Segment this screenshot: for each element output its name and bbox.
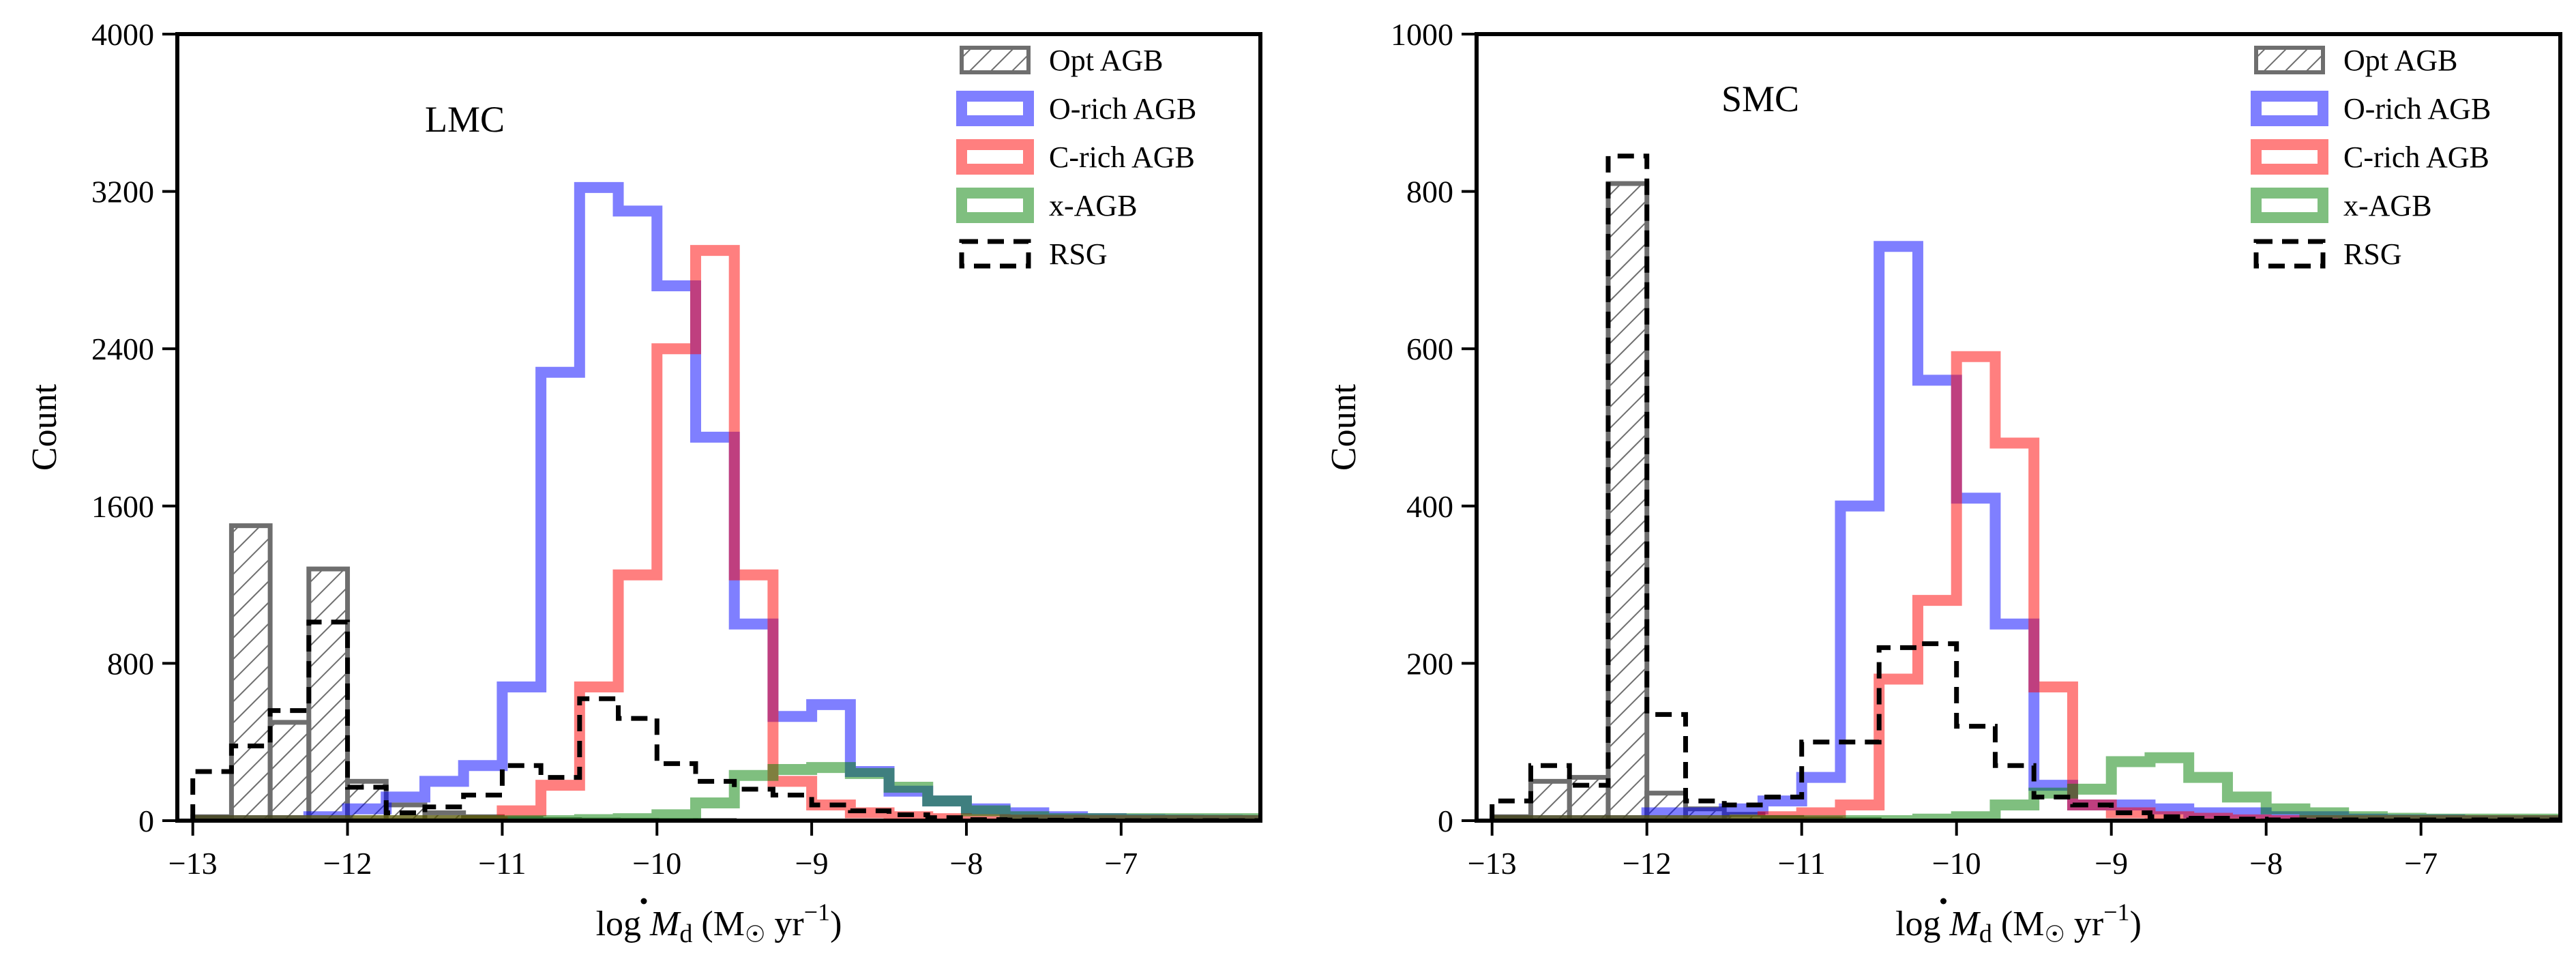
legend-label: RSG xyxy=(2343,237,2402,271)
y-tick-label: 1000 xyxy=(1391,17,1453,52)
bar-opt-agb xyxy=(228,523,273,821)
x-tick-label: −10 xyxy=(632,846,681,881)
x-tick-label: −13 xyxy=(1468,846,1517,881)
x-tick-label: −11 xyxy=(478,846,526,881)
y-tick-label: 4000 xyxy=(91,17,154,52)
legend-swatch-x-agb xyxy=(956,188,1034,223)
legend-label: Opt AGB xyxy=(2343,44,2457,77)
x-tick-label: −13 xyxy=(168,846,218,881)
legend-swatch-c-rich-agb xyxy=(956,139,1034,175)
x-tick-label: −9 xyxy=(795,846,829,881)
axes-frame xyxy=(1475,32,2562,823)
panel-label: SMC xyxy=(1721,78,1799,119)
legend-swatch-o-rich-agb xyxy=(2251,91,2328,126)
y-tick-label: 200 xyxy=(1406,646,1453,681)
legend-swatch-c-rich-agb xyxy=(2251,139,2328,175)
legend-label: Opt AGB xyxy=(1049,44,1163,77)
series-c-rich-agb xyxy=(192,245,1260,821)
legend-label: O-rich AGB xyxy=(1049,92,1196,126)
x-tick-label: −9 xyxy=(2094,846,2128,881)
x-axis-title: log Md (M☉ yr−1) xyxy=(596,898,842,948)
bar-opt-agb xyxy=(1605,181,1650,821)
legend-label: O-rich AGB xyxy=(2343,92,2491,126)
y-tick-label: 800 xyxy=(1406,175,1453,209)
bar-opt-agb xyxy=(267,720,312,821)
y-tick-label: 3200 xyxy=(91,175,154,209)
legend-swatch-rsg xyxy=(959,239,1031,269)
y-tick-label: 400 xyxy=(1406,489,1453,524)
y-axis-title: Count xyxy=(25,383,64,471)
bar-opt-agb xyxy=(1528,778,1572,821)
bar-opt-agb xyxy=(306,566,351,821)
legend-swatch-x-agb xyxy=(2251,188,2328,223)
x-tick-label: −7 xyxy=(2404,846,2438,881)
legend-label: RSG xyxy=(1049,237,1108,271)
y-tick-label: 2400 xyxy=(91,332,154,366)
axes-frame xyxy=(175,32,1262,823)
x-axis-title: log Md (M☉ yr−1) xyxy=(1895,898,2142,948)
x-tick-label: −10 xyxy=(1932,846,1981,881)
x-tick-label: −12 xyxy=(1623,846,1672,881)
y-tick-label: 0 xyxy=(1438,804,1453,838)
legend-label: C-rich AGB xyxy=(2343,141,2489,174)
legend-label: C-rich AGB xyxy=(1049,141,1195,174)
y-tick-label: 800 xyxy=(107,646,154,681)
legend-swatch-o-rich-agb xyxy=(956,91,1034,126)
y-tick-label: 1600 xyxy=(91,489,154,524)
legend-label: x-AGB xyxy=(2343,189,2432,222)
plot-area xyxy=(190,181,1260,821)
series-rsg xyxy=(190,619,1260,821)
legend-swatch-rsg xyxy=(2253,239,2326,269)
x-tick-label: −7 xyxy=(1104,846,1138,881)
x-tick-label: −11 xyxy=(1778,846,1826,881)
y-axis-title: Count xyxy=(1324,383,1363,471)
panel-label: LMC xyxy=(425,99,505,140)
legend-label: x-AGB xyxy=(1049,189,1138,222)
series-c-rich-agb xyxy=(1492,351,2560,821)
legend-swatch-opt-agb xyxy=(960,46,1031,74)
x-tick-label: −8 xyxy=(2249,846,2283,881)
mdot-accent xyxy=(1940,898,1946,905)
y-tick-label: 0 xyxy=(138,804,154,838)
y-tick-label: 600 xyxy=(1406,332,1453,366)
panel-1: −13 −12 −11 −10 −9 −8 −7 0 200 400 600 800 1000 Count… xyxy=(1324,17,2562,948)
plot-area xyxy=(1490,153,2560,821)
legend-swatch-opt-agb xyxy=(2254,46,2325,74)
panel-0: −13 −12 −11 −10 −9 −8 −7 0 800 1600 2400 3200 4000 Co… xyxy=(25,17,1262,948)
x-tick-label: −12 xyxy=(323,846,372,881)
x-tick-label: −8 xyxy=(949,846,983,881)
mdot-accent xyxy=(640,898,647,905)
